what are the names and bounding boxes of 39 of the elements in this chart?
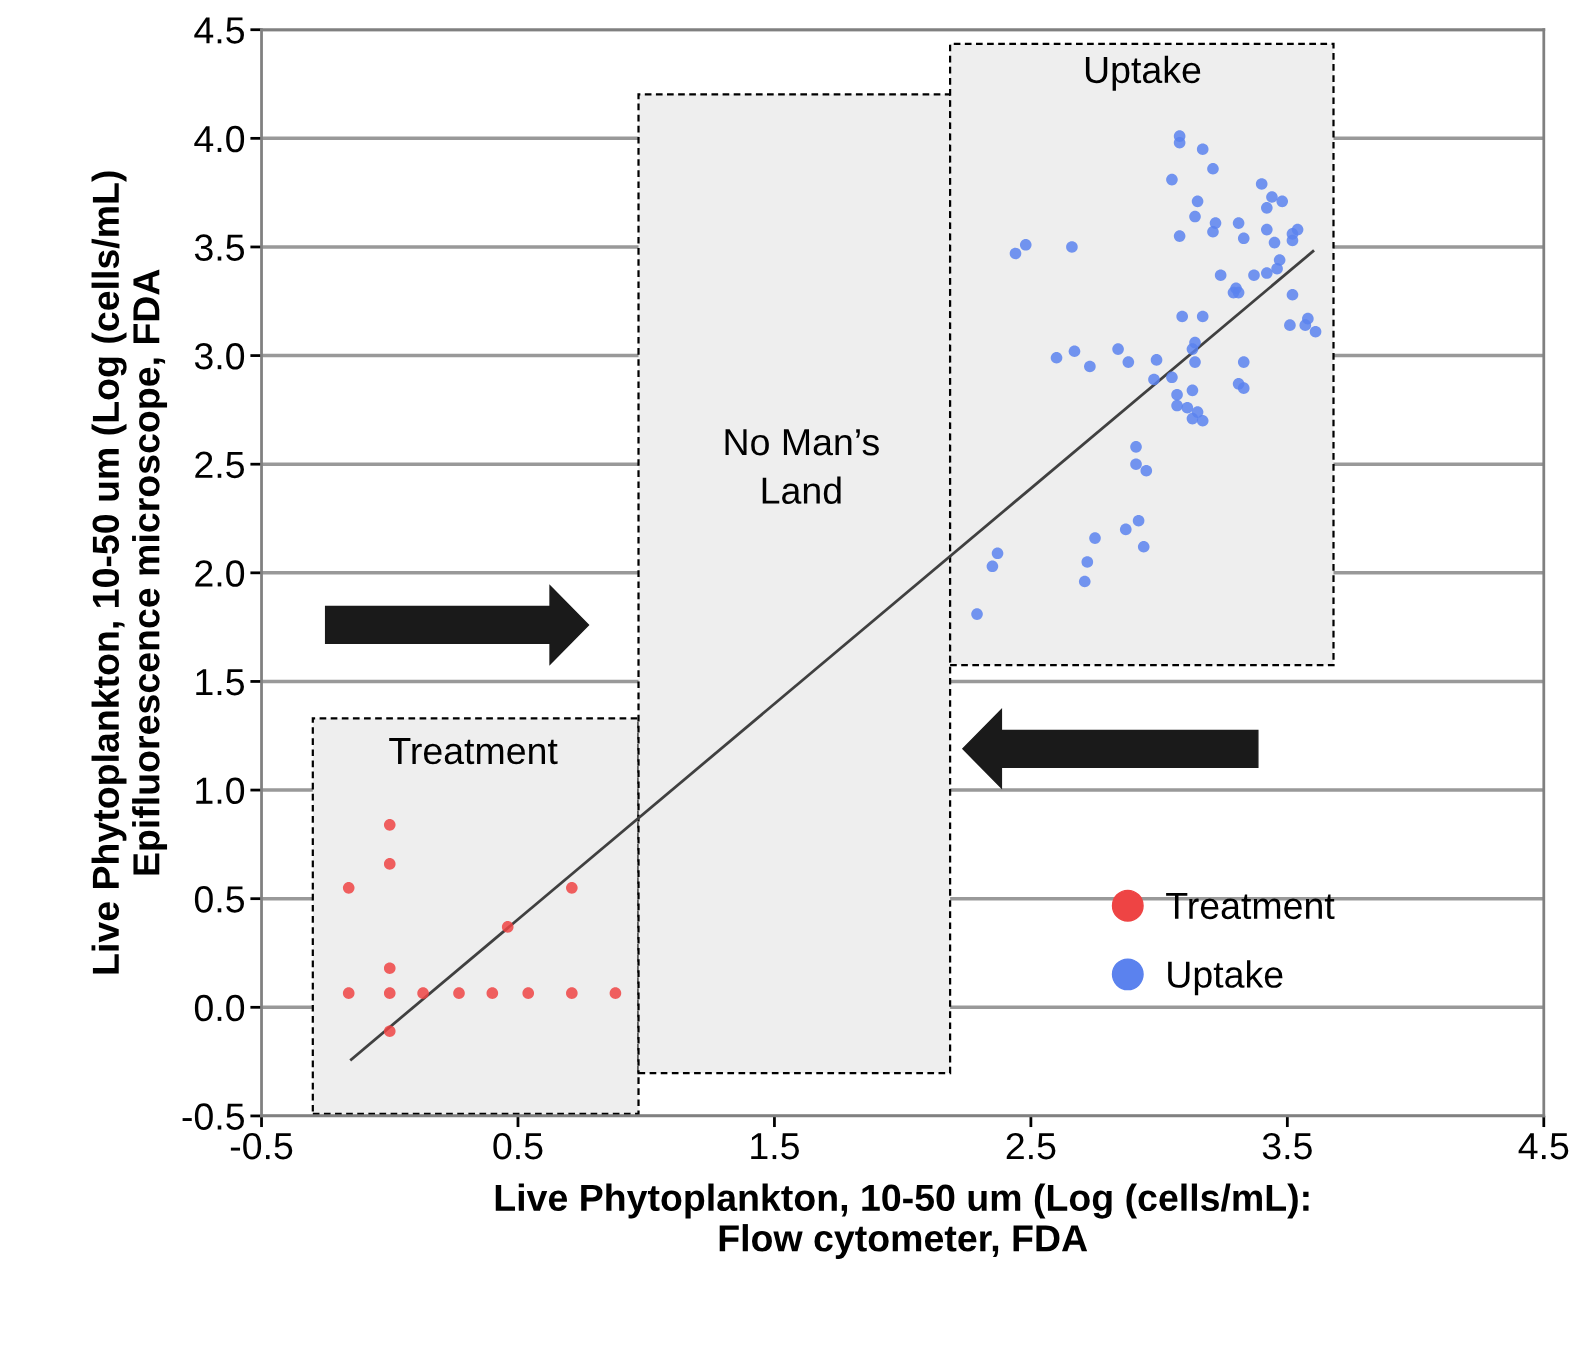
legend-label: Uptake <box>1168 960 1283 996</box>
y-tick-label: -0.5 <box>182 1103 244 1130</box>
point <box>383 987 396 999</box>
y-tick-label: 2.5 <box>195 451 244 479</box>
annotation: Uptake <box>1085 55 1201 91</box>
x-tick-label: 0.5 <box>493 1132 543 1160</box>
point <box>383 1025 396 1038</box>
point <box>383 858 396 870</box>
legend-label: Treatment <box>1166 892 1335 920</box>
point <box>609 987 622 999</box>
point <box>522 987 535 999</box>
point <box>342 987 355 999</box>
y-tick-label: 0.5 <box>194 886 244 913</box>
y-axis-title: Live Phytoplankton, 10-50 um (Log (cells/mL) Epifluorescence microscope, FDA <box>91 171 168 974</box>
point <box>486 987 499 999</box>
point <box>383 962 396 975</box>
x-axis-title: Live Phytoplankton, 10-50 um (Log (cells/mL): Flow cytometer, FDA <box>495 1183 1309 1260</box>
x-tick-label: 4.5 <box>1518 1133 1569 1160</box>
annotation: Treatment <box>389 738 558 765</box>
point <box>383 819 396 831</box>
point <box>566 987 578 999</box>
y-tick-label: 1.0 <box>196 777 245 805</box>
y-tick-label: 2.0 <box>195 560 245 587</box>
y-tick-label: 3.5 <box>194 234 244 261</box>
y-tick-label: 1.5 <box>196 669 244 696</box>
point <box>501 921 514 933</box>
x-tick-label: -0.5 <box>230 1132 293 1160</box>
x-tick-label: 2.5 <box>1006 1132 1056 1160</box>
x-tick-label: 3.5 <box>1262 1132 1312 1160</box>
annotation: No Man’s Land <box>725 429 879 504</box>
y-tick-label: 0.0 <box>194 994 245 1022</box>
y-tick-label: 3.0 <box>194 342 245 370</box>
y-tick-label: 4.0 <box>194 125 245 153</box>
point <box>566 882 578 894</box>
point <box>417 987 429 999</box>
point <box>342 882 355 894</box>
y-tick-label: 4.5 <box>194 17 244 44</box>
point <box>453 987 465 999</box>
x-tick-label: 1.5 <box>751 1133 799 1160</box>
